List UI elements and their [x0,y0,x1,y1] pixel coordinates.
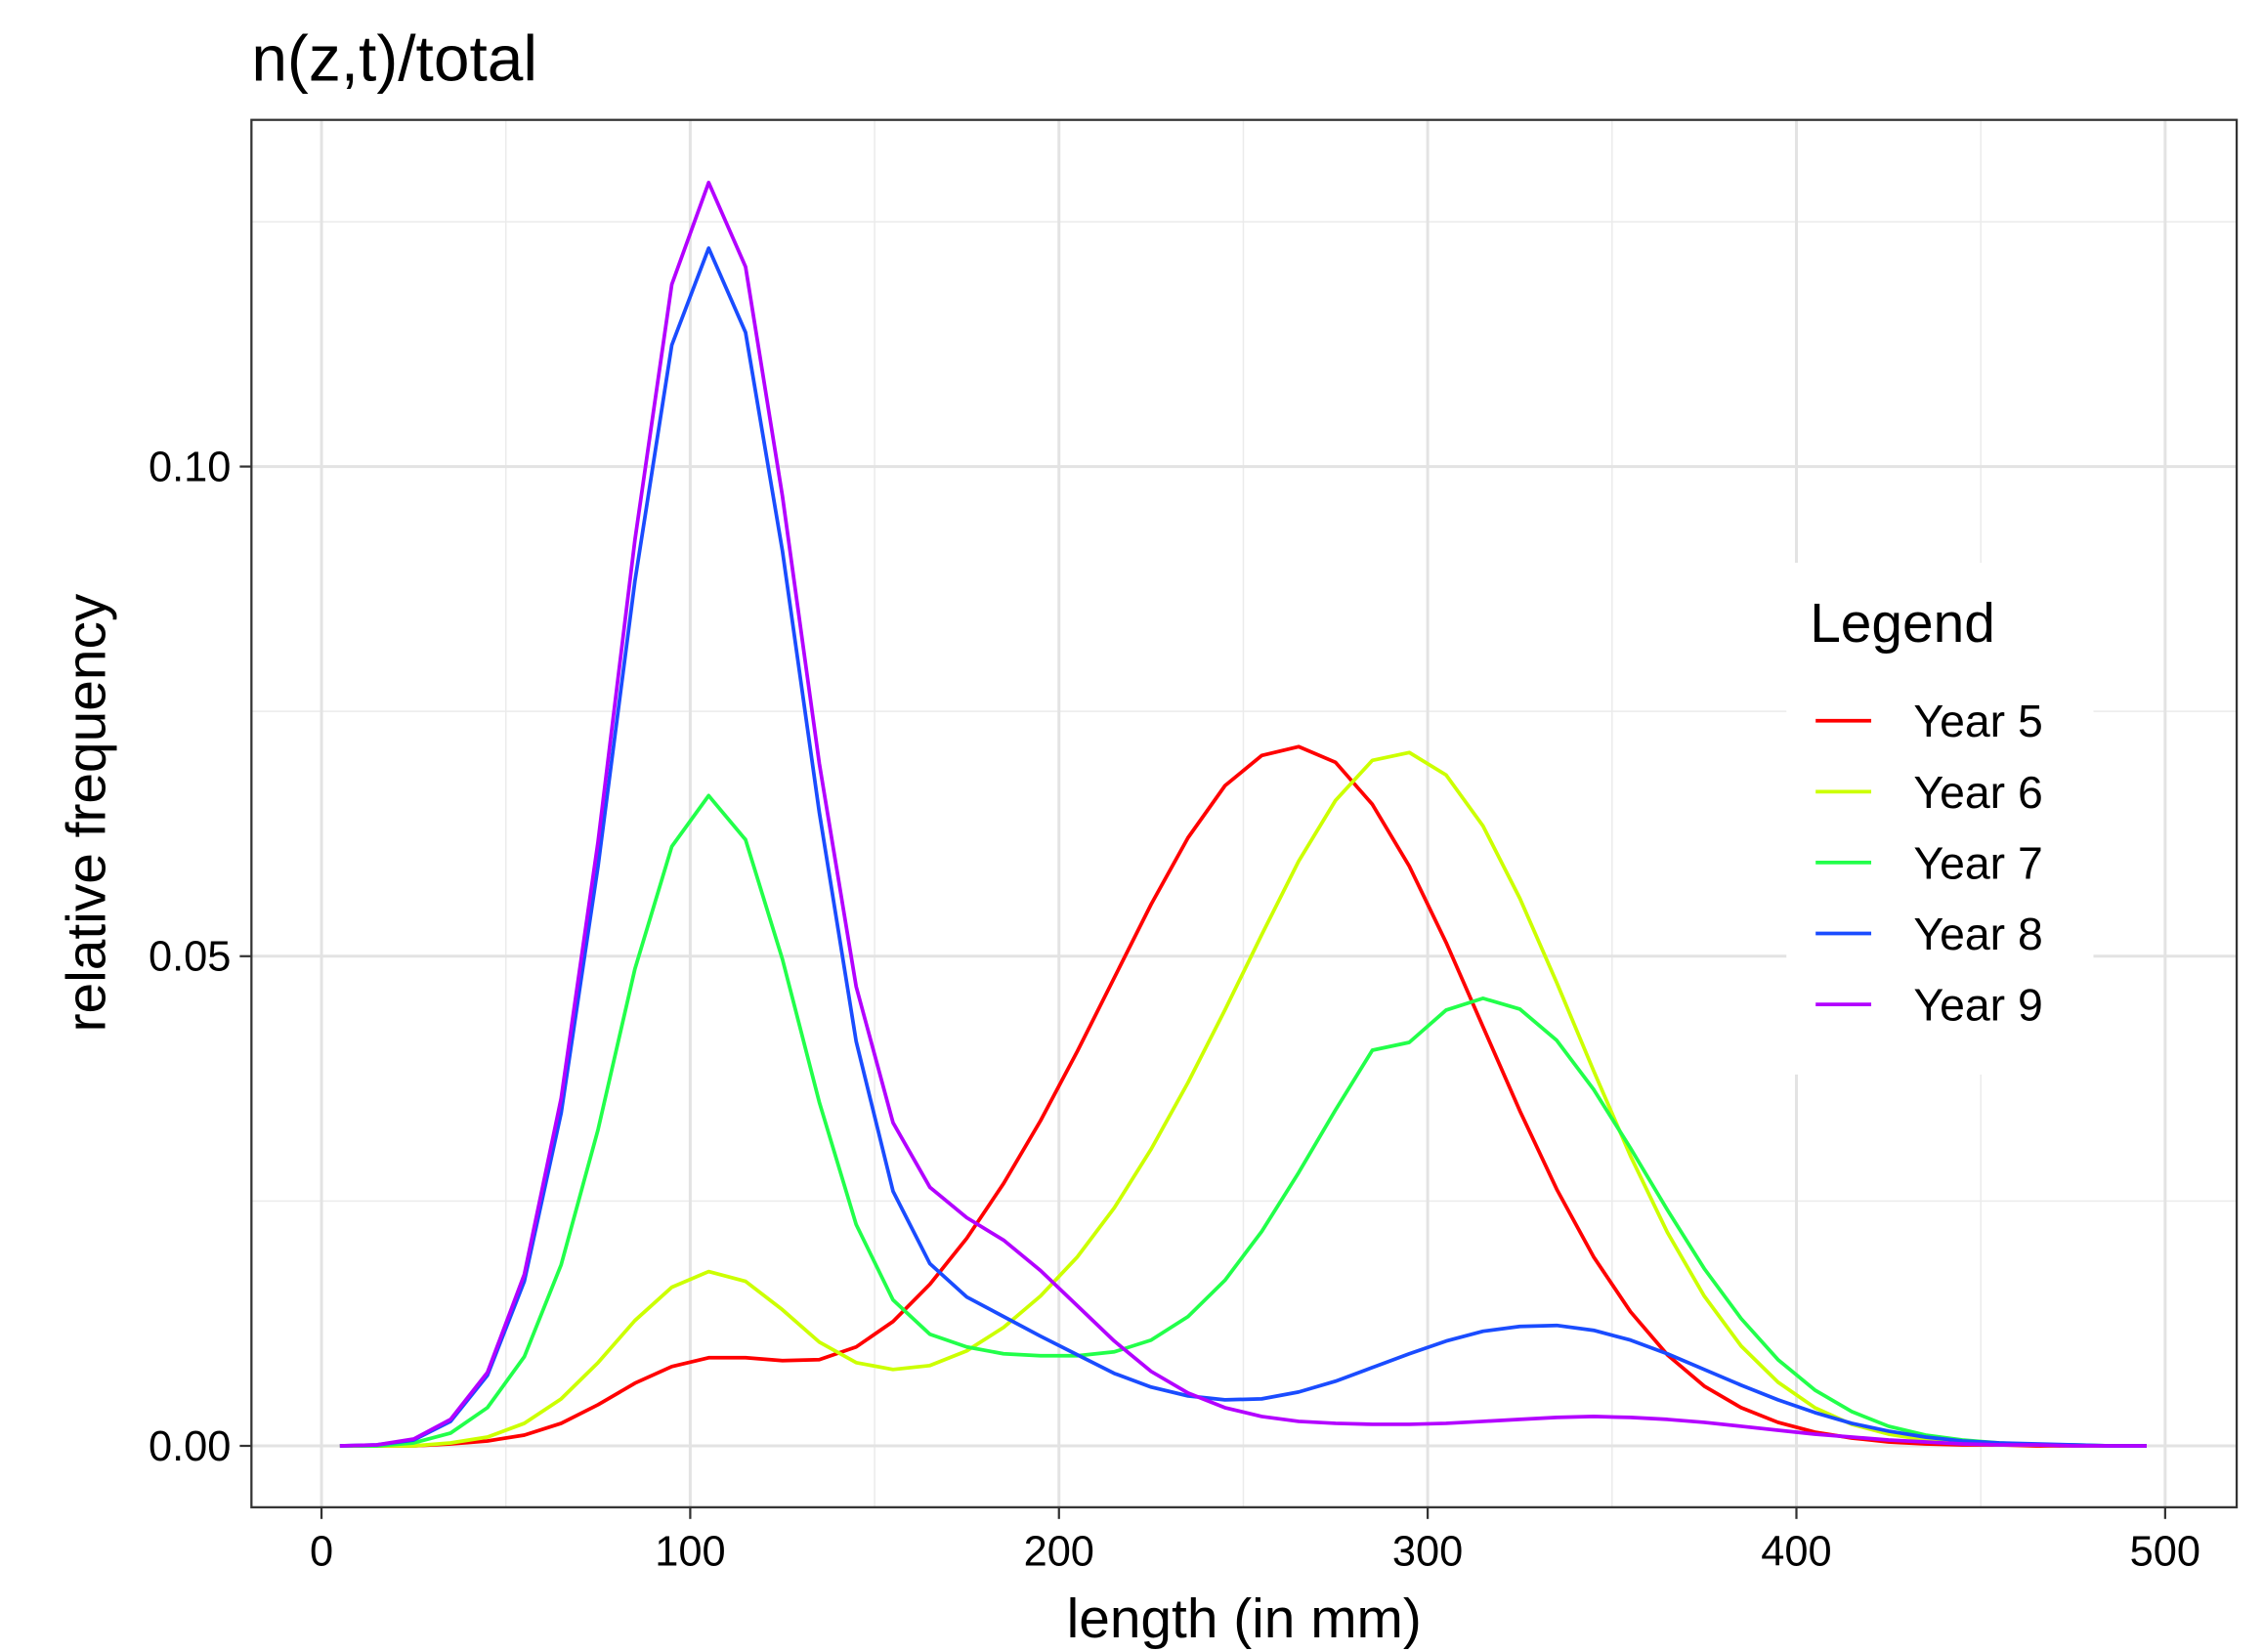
legend-label: Year 5 [1913,696,2042,746]
legend-label: Year 7 [1913,837,2042,888]
legend-title: Legend [1810,593,1995,655]
y-axis-label: relative frequency [57,593,118,1032]
y-tick-label: 0.05 [149,934,231,981]
legend-label: Year 6 [1913,767,2042,818]
x-axis-label: length (in mm) [1067,1588,1422,1650]
legend: Legend Year 5 Year 6 Year 7 Year 8 Year 9 [1786,563,2094,1075]
x-tick-label: 500 [2130,1529,2200,1576]
legend-label: Year 8 [1913,909,2042,959]
y-tick-label: 0.00 [149,1423,231,1470]
x-tick-label: 100 [655,1529,725,1576]
data-line [339,180,2147,1448]
legend-label: Year 9 [1913,980,2042,1031]
x-tick-label: 400 [1761,1529,1831,1576]
x-tick-label: 300 [1392,1529,1463,1576]
data-line [339,793,2147,1448]
plot-border [250,118,2239,1508]
y-tick-label: 0.10 [149,445,231,491]
legend-box [1786,563,2094,1075]
data-line [339,246,2147,1448]
x-tick-label: 200 [1024,1529,1094,1576]
x-tick-label: 0 [310,1529,333,1576]
chart-title: n(z,t)/total [251,21,537,94]
